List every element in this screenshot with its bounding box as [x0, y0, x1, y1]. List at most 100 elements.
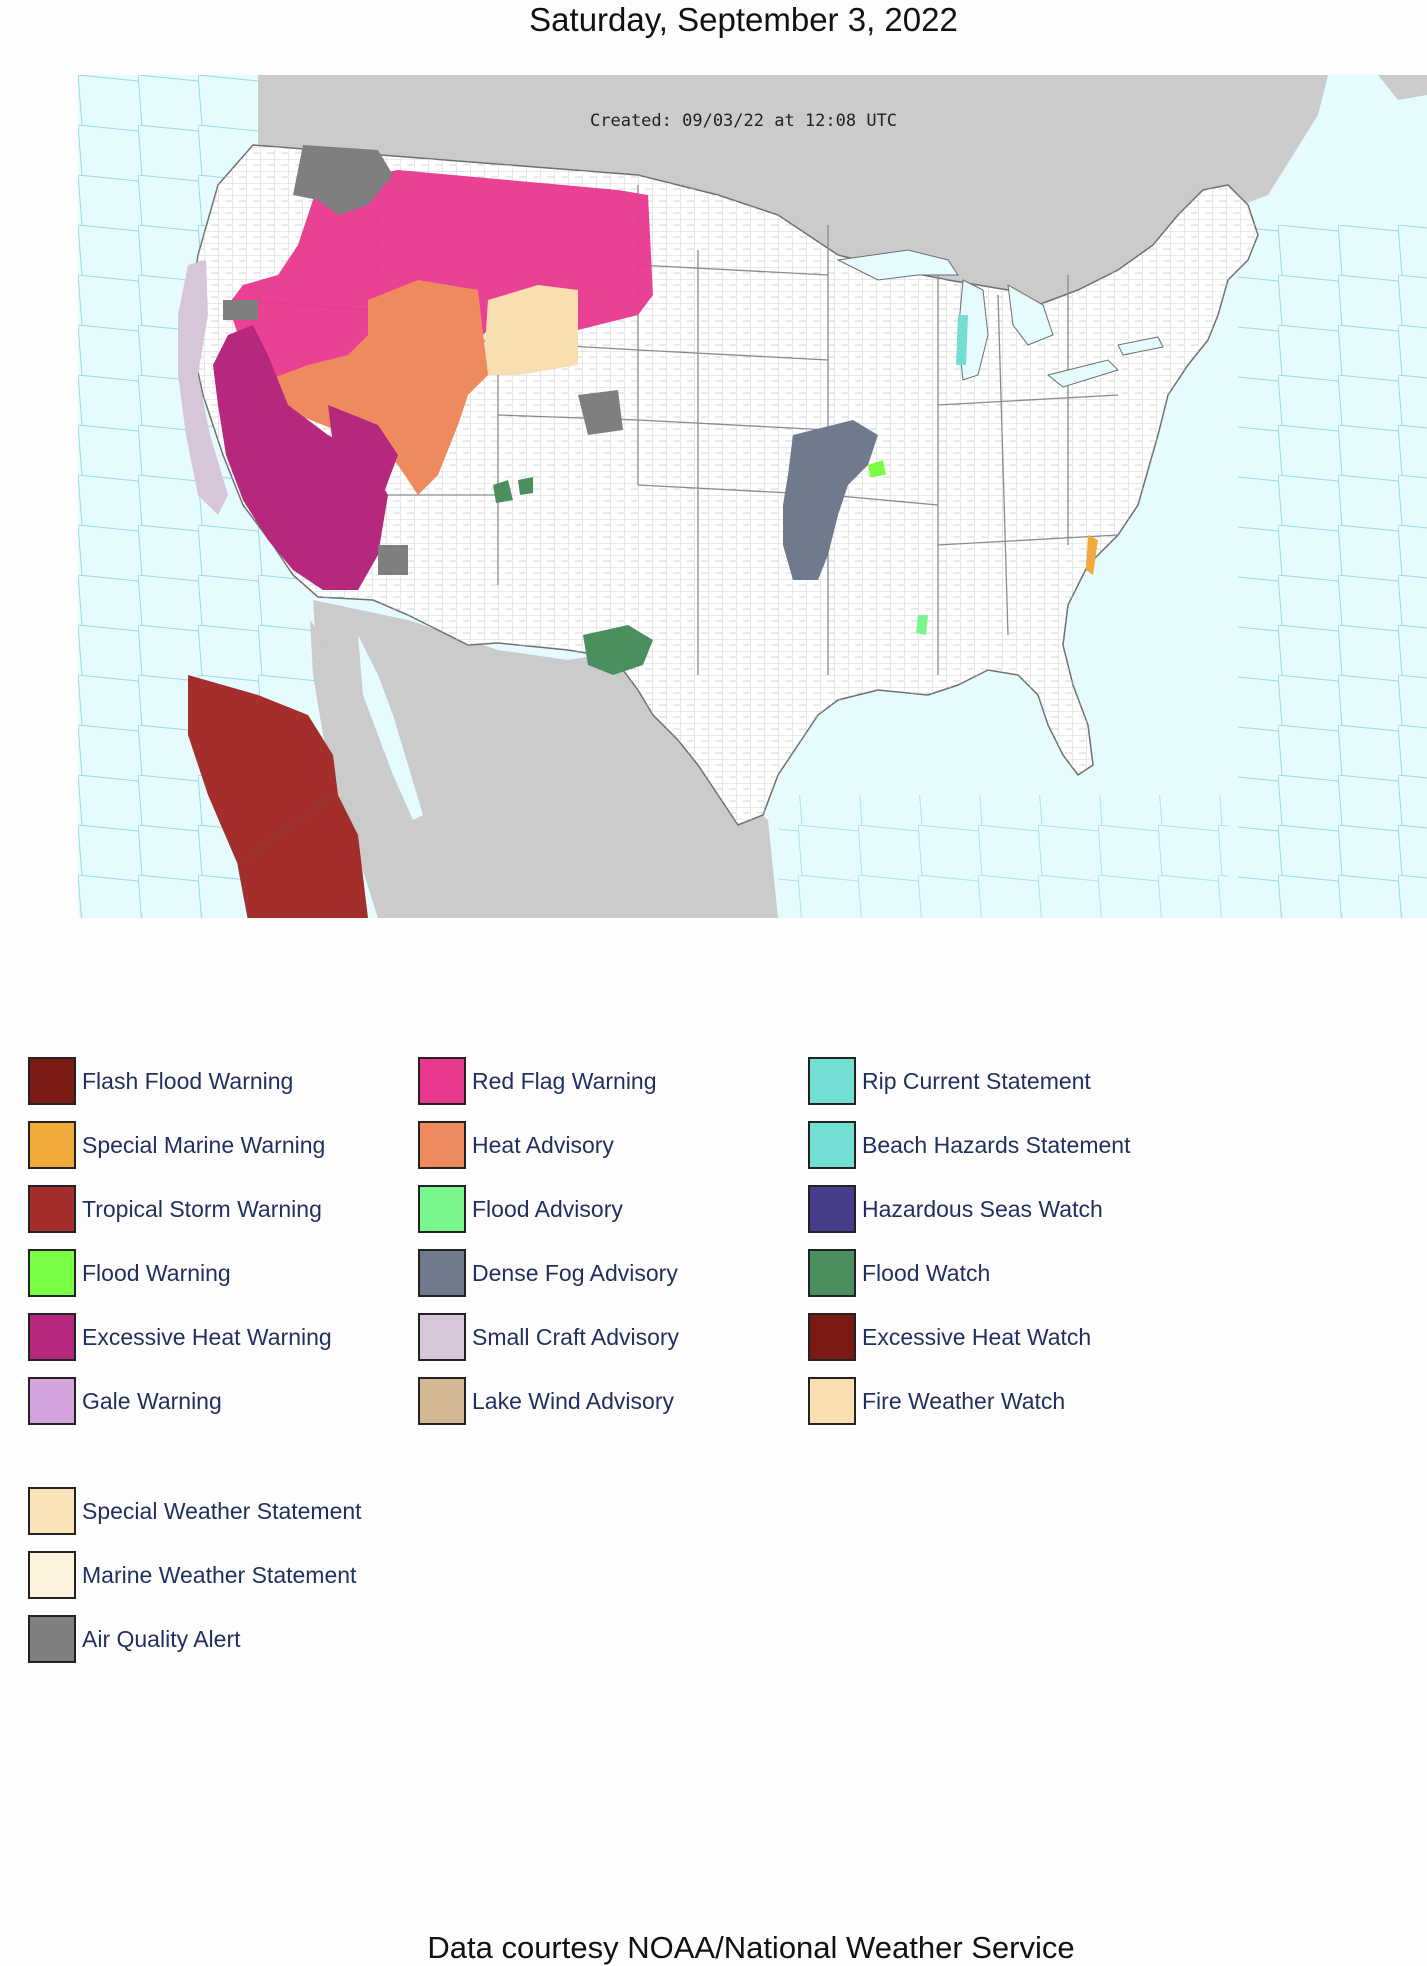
lake-superior [836, 249, 959, 281]
legend-item: Heat Advisory [418, 1119, 614, 1171]
legend-label: Dense Fog Advisory [472, 1259, 678, 1286]
legend-label: Excessive Heat Warning [82, 1323, 332, 1350]
dense-fog-advisory-area [783, 420, 878, 580]
credit-text: Data courtesy NOAA/National Weather Serv… [427, 1930, 1075, 1965]
legend-label: Flood Advisory [472, 1195, 623, 1222]
legend-swatch [28, 1185, 76, 1233]
rip-current-statement-nc [1086, 535, 1098, 575]
legend-swatch [808, 1313, 856, 1361]
mexico-landmass [313, 600, 778, 918]
newfoundland [1378, 75, 1427, 100]
legend-swatch [28, 1121, 76, 1169]
legend-label: Hazardous Seas Watch [862, 1195, 1103, 1222]
lake-huron [1007, 284, 1054, 346]
legend-item: Beach Hazards Statement [808, 1119, 1130, 1171]
map-legend: Flash Flood Warning Special Marine Warnin… [28, 1055, 1228, 1663]
tropical-storm-warning-line [237, 794, 334, 918]
legend-label: Flood Watch [862, 1259, 991, 1286]
legend-swatch [418, 1377, 466, 1425]
excessive-heat-warning-area [213, 325, 388, 590]
small-craft-advisory-area [178, 260, 228, 515]
legend-label: Marine Weather Statement [82, 1561, 357, 1588]
tropical-storm-warning-area [188, 675, 368, 918]
legend-swatch [28, 1057, 76, 1105]
marine-zones-east [1238, 225, 1427, 918]
legend-label: Small Craft Advisory [472, 1323, 680, 1350]
legend-item: Marine Weather Statement [28, 1549, 356, 1601]
red-flag-warning-area [228, 170, 653, 395]
legend-label: Flash Flood Warning [82, 1067, 294, 1094]
legend-label: Flood Warning [82, 1259, 231, 1286]
legend-swatch [418, 1249, 466, 1297]
legend-swatch [808, 1249, 856, 1297]
legend-label: Special Marine Warning [82, 1131, 326, 1158]
legend-swatch [808, 1185, 856, 1233]
legend-label: Red Flag Warning [472, 1067, 657, 1094]
legend-item: Hazardous Seas Watch [808, 1183, 1103, 1235]
legend-label: Air Quality Alert [82, 1625, 241, 1652]
legend-swatch [418, 1185, 466, 1233]
legend-item: Lake Wind Advisory [418, 1375, 674, 1427]
legend-label: Lake Wind Advisory [472, 1387, 674, 1414]
legend-label: Excessive Heat Watch [862, 1323, 1092, 1350]
legend-swatch [808, 1377, 856, 1425]
legend-item: Red Flag Warning [418, 1055, 657, 1107]
legend-item: Special Marine Warning [28, 1119, 325, 1171]
legend-item: Gale Warning [28, 1375, 222, 1427]
legend-item: Air Quality Alert [28, 1613, 241, 1665]
heat-advisory-area [263, 280, 488, 495]
gulf-of-california [358, 635, 423, 820]
us-map-graphic [78, 75, 1427, 918]
legend-item: Dense Fog Advisory [418, 1247, 678, 1299]
legend-label: Tropical Storm Warning [82, 1195, 322, 1222]
flood-watch-tx [583, 625, 653, 675]
page-title: Saturday, September 3, 2022 [0, 0, 1427, 40]
canada-landmass [258, 75, 1328, 345]
legend-label: Gale Warning [82, 1387, 222, 1414]
legend-item: Tropical Storm Warning [28, 1183, 322, 1235]
legend-swatch [28, 1487, 76, 1535]
legend-item: Special Weather Statement [28, 1485, 362, 1537]
excessive-heat-warning-area-nv [328, 405, 398, 495]
legend-label: Beach Hazards Statement [862, 1131, 1131, 1158]
legend-item: Excessive Heat Watch [808, 1311, 1091, 1363]
legend-item: Fire Weather Watch [808, 1375, 1065, 1427]
air-quality-alert-az [378, 545, 408, 575]
flood-advisory-fl [916, 615, 928, 635]
legend-item: Excessive Heat Warning [28, 1311, 332, 1363]
flood-warning-ms [868, 460, 886, 477]
lake-ontario [1117, 336, 1164, 356]
marine-zones-gulf [778, 795, 1228, 918]
legend-label: Fire Weather Watch [862, 1387, 1066, 1414]
baja [310, 620, 423, 918]
legend-swatch [28, 1377, 76, 1425]
data-credit: Data courtesy NOAA/National Weather Serv… [0, 1930, 1427, 1966]
legend-item: Flood Warning [28, 1247, 231, 1299]
air-quality-alert-ca [223, 300, 258, 320]
air-quality-alert-wa [293, 145, 393, 215]
legend-swatch [418, 1057, 466, 1105]
air-quality-alert-co [578, 390, 623, 435]
legend-swatch [808, 1057, 856, 1105]
legend-item: Flood Watch [808, 1247, 990, 1299]
fire-weather-watch-area [483, 285, 578, 375]
title-text: Saturday, September 3, 2022 [529, 1, 958, 38]
flood-watch-nm [493, 477, 533, 503]
legend-label: Heat Advisory [472, 1131, 614, 1158]
legend-swatch [28, 1551, 76, 1599]
legend-swatch [28, 1313, 76, 1361]
created-timestamp: Created: 09/03/22 at 12:08 UTC [590, 111, 898, 131]
legend-swatch [418, 1121, 466, 1169]
alerts-map: Created: 09/03/22 at 12:08 UTC [78, 75, 1427, 918]
legend-item: Rip Current Statement [808, 1055, 1091, 1107]
legend-swatch [28, 1249, 76, 1297]
legend-swatch [808, 1121, 856, 1169]
legend-swatch [418, 1313, 466, 1361]
legend-item: Flash Flood Warning [28, 1055, 293, 1107]
legend-swatch [28, 1615, 76, 1663]
legend-label: Rip Current Statement [862, 1067, 1091, 1094]
lake-erie [1046, 359, 1119, 388]
legend-item: Flood Advisory [418, 1183, 623, 1235]
legend-item: Small Craft Advisory [418, 1311, 679, 1363]
rip-current-statement-mi [956, 315, 968, 365]
